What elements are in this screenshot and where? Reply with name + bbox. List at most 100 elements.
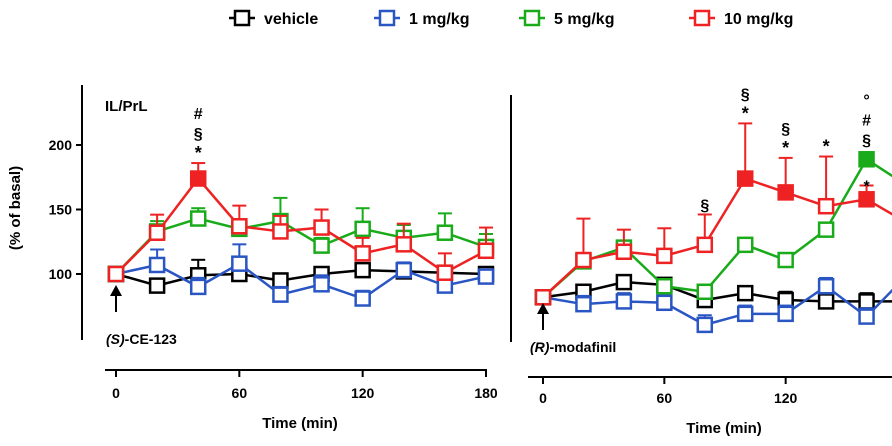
data-point (231, 218, 248, 235)
data-point (148, 224, 166, 241)
data-point (189, 170, 207, 187)
data-point (354, 290, 371, 307)
legend-entry-10-mg-kg: 10 mg/kg (689, 9, 793, 28)
series-10-mg-kg (107, 162, 495, 283)
data-point (395, 236, 413, 253)
data-point (436, 224, 454, 241)
data-point (477, 242, 495, 260)
y-axis-label: (% of basal) (7, 166, 24, 250)
data-point (148, 256, 166, 274)
treatment-label: (R)-modafinil (530, 339, 616, 355)
data-point (858, 191, 875, 208)
data-point (858, 308, 875, 325)
data-point (354, 261, 371, 279)
panel-title: IL/PrL (105, 98, 148, 115)
data-point (189, 278, 207, 296)
significance-marker: § (700, 197, 709, 214)
data-point (313, 276, 330, 293)
treatment-label-prefix: (R) (530, 339, 550, 355)
series-10-mg-kg (534, 122, 892, 306)
legend-label: 10 mg/kg (724, 11, 793, 28)
legend-marker (233, 9, 251, 27)
data-point (817, 221, 835, 238)
data-point (858, 293, 875, 310)
significance-marker: # (862, 112, 871, 129)
data-point (736, 236, 754, 254)
legend-entry-5-mg-kg: 5 mg/kg (519, 9, 614, 28)
treatment-label: (S)-CE-123 (106, 331, 177, 347)
data-point (817, 197, 835, 215)
series-5-mg-kg (107, 196, 495, 283)
x-tick-label: 120 (351, 385, 375, 401)
data-point (777, 184, 794, 201)
left-panel: 100 150 200 IL/PrL *§ # (S)-CE-123 0 60 120 18… (49, 85, 498, 432)
legend-label: 1 mg/kg (409, 11, 469, 28)
data-point (736, 284, 754, 302)
data-point (436, 264, 454, 281)
data-point (777, 251, 794, 269)
data-point (656, 277, 673, 295)
treatment-label-prefix: (S) (106, 331, 125, 347)
legend: vehicle 1 mg/kg 5 mg/kg 10 mg/kg (229, 9, 793, 28)
series-1-mg-kg (107, 243, 495, 307)
series-line (115, 176, 487, 275)
legend-label: 5 mg/kg (554, 11, 614, 28)
x-axis-label: Time (min) (262, 415, 338, 432)
arrow-marker (110, 285, 122, 312)
data-point (696, 316, 714, 334)
legend-marker (523, 9, 541, 27)
significance-marker: § (194, 126, 203, 143)
data-point (696, 283, 714, 301)
significance-marker: * (863, 178, 870, 195)
y-tick-label: 100 (49, 266, 73, 282)
data-point (575, 251, 592, 269)
series-line (115, 217, 487, 275)
series-line (542, 280, 892, 303)
data-point (313, 219, 330, 236)
significance-marker: * (742, 103, 749, 123)
legend-marker (378, 9, 396, 27)
significance-marker: * (195, 143, 202, 163)
legend-entry-1-mg-kg: 1 mg/kg (374, 9, 469, 28)
series-line (115, 268, 487, 287)
series-line (115, 262, 487, 300)
data-point (477, 268, 495, 285)
legend-marker (693, 9, 711, 27)
data-point (615, 293, 633, 310)
data-point (615, 273, 633, 291)
data-point (272, 223, 289, 240)
legend-label: vehicle (264, 11, 318, 28)
treatment-label-rest: -CE-123 (125, 331, 177, 347)
data-point (656, 247, 673, 265)
significance-marker: § (862, 132, 871, 149)
significance-marker: § (741, 86, 750, 103)
y-tick-label: 150 (49, 202, 73, 218)
significance-marker: * (782, 138, 789, 158)
y-tick-label: 200 (49, 137, 73, 153)
data-point (313, 237, 330, 254)
significance-marker: * (823, 137, 830, 157)
data-point (575, 295, 592, 313)
legend-entry-vehicle: vehicle (229, 9, 318, 28)
data-point (736, 170, 754, 187)
treatment-label-rest: -modafinil (549, 339, 616, 355)
series-line (542, 157, 892, 299)
x-tick-label: 120 (774, 390, 798, 406)
x-tick-label: 60 (657, 390, 673, 406)
data-point (777, 305, 794, 323)
series-line (542, 177, 892, 299)
data-point (696, 236, 714, 254)
x-tick-label: 0 (112, 385, 120, 401)
significance-marker: # (194, 106, 203, 123)
data-point (656, 294, 673, 312)
data-point (272, 286, 289, 303)
data-point (534, 289, 552, 306)
data-point (354, 220, 371, 238)
series-line (542, 284, 892, 327)
x-axis-label: Time (min) (686, 420, 762, 437)
data-point (107, 265, 125, 283)
series-1-mg-kg (534, 276, 892, 334)
data-point (231, 255, 248, 272)
